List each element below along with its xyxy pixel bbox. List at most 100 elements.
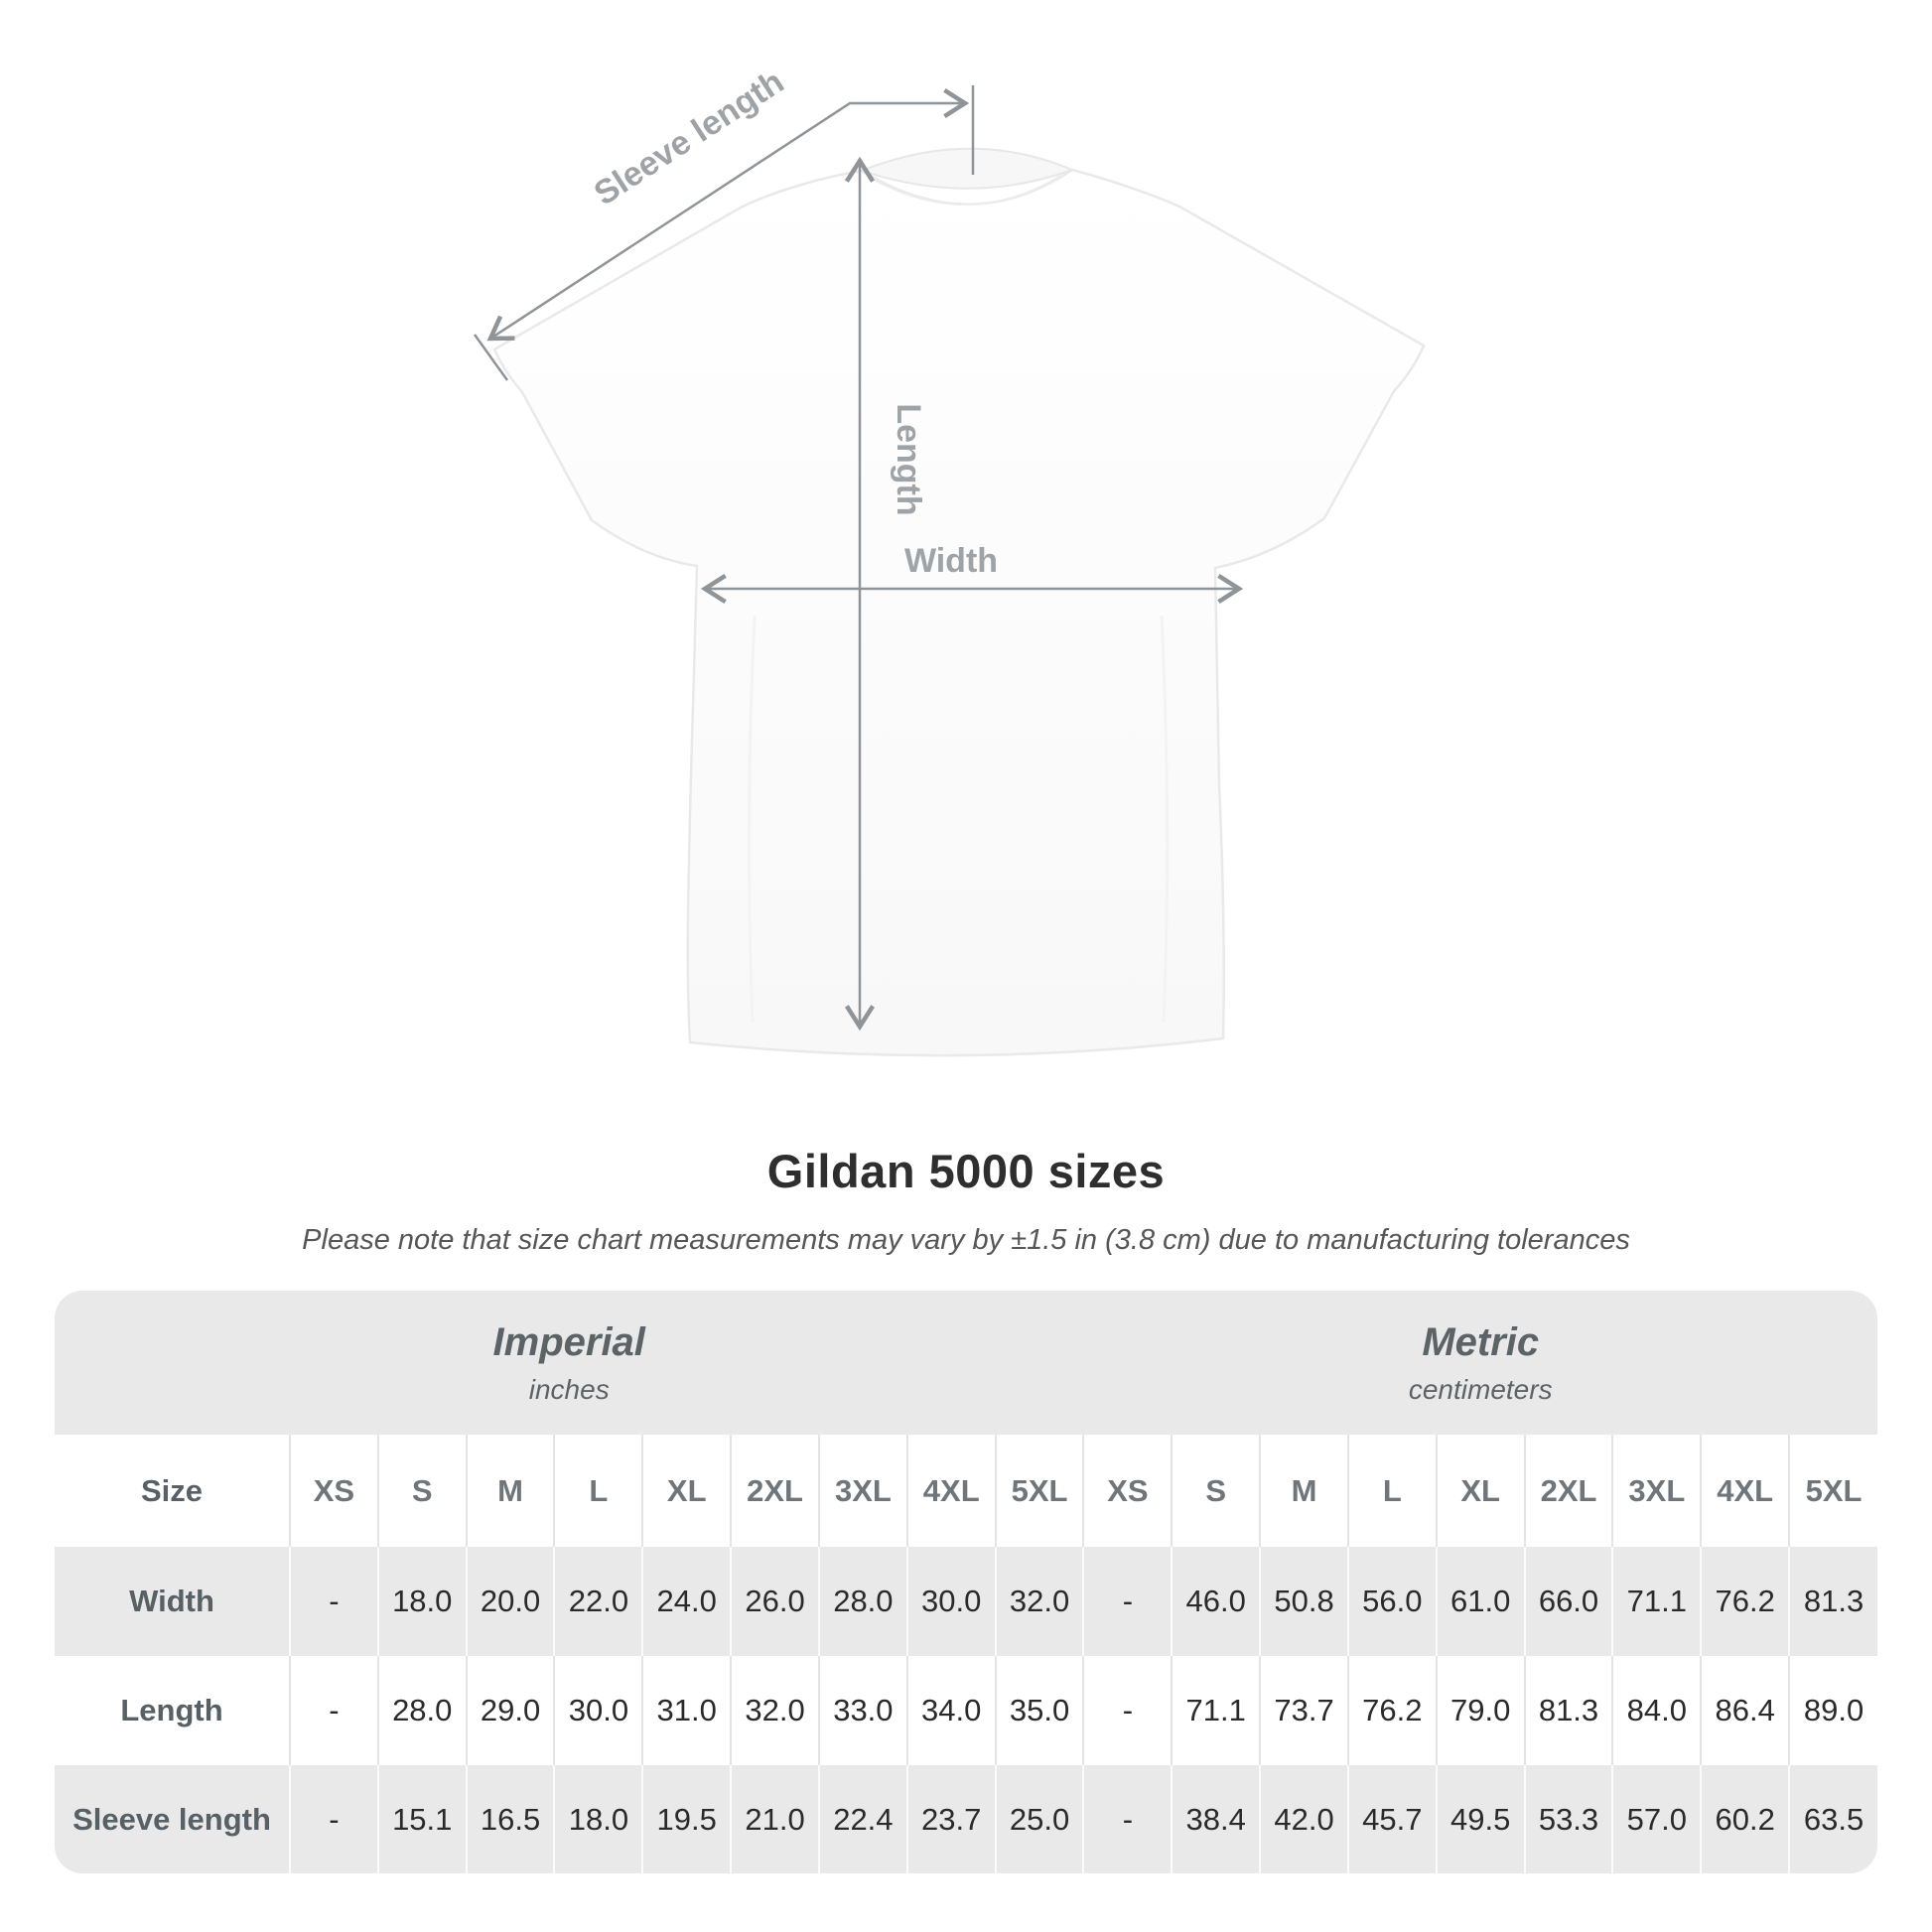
value-cell: 49.5 bbox=[1435, 1765, 1525, 1873]
size-col-header: 5XL bbox=[1788, 1435, 1877, 1547]
size-col-header: S bbox=[1171, 1435, 1261, 1547]
size-header-label: Size bbox=[140, 1472, 204, 1508]
value-cell: 25.0 bbox=[994, 1765, 1084, 1873]
value-cell: 32.0 bbox=[730, 1656, 819, 1765]
value-cell: 15.1 bbox=[376, 1765, 467, 1873]
size-col-header: 2XL bbox=[730, 1435, 819, 1547]
value-cell: 32.0 bbox=[994, 1547, 1084, 1656]
value-cell: - bbox=[289, 1656, 378, 1765]
length-annotation-label: Length bbox=[890, 403, 927, 515]
table-row-sleeve-length: Sleeve length - 15.1 16.5 18.0 19.5 21.0… bbox=[55, 1765, 1877, 1873]
value-cell: 46.0 bbox=[1171, 1547, 1261, 1656]
table-row-length: Length - 28.0 29.0 30.0 31.0 32.0 33.0 3… bbox=[55, 1656, 1877, 1765]
value-cell: 29.0 bbox=[465, 1656, 555, 1765]
value-cell: 35.0 bbox=[994, 1656, 1084, 1765]
imperial-group-header: Imperial inches bbox=[55, 1291, 1083, 1435]
size-col-header: XL bbox=[1435, 1435, 1525, 1547]
size-col-header: 4XL bbox=[905, 1435, 996, 1547]
value-cell: 45.7 bbox=[1346, 1765, 1437, 1873]
tshirt-image bbox=[492, 147, 1426, 1057]
sleeve-length-measure-line bbox=[486, 87, 970, 342]
page-title: Gildan 5000 sizes bbox=[766, 1145, 1166, 1197]
size-col-header: 3XL bbox=[817, 1435, 907, 1547]
size-col-header: M bbox=[465, 1435, 555, 1547]
value-cell: 84.0 bbox=[1611, 1656, 1702, 1765]
metric-group-header: Metric centimeters bbox=[1083, 1291, 1877, 1435]
value-cell: 31.0 bbox=[641, 1656, 732, 1765]
imperial-group-unit: inches bbox=[528, 1373, 610, 1405]
value-cell: - bbox=[289, 1765, 378, 1873]
tshirt-size-diagram: Sleeve length Length Width bbox=[473, 63, 1426, 1057]
value-cell: 24.0 bbox=[641, 1547, 732, 1656]
value-cell: 86.4 bbox=[1700, 1656, 1790, 1765]
size-header-row: Size XS S M L XL 2XL 3XL 4XL 5XL XS S M … bbox=[55, 1435, 1877, 1547]
size-table: Imperial inches Metric centimeters Size … bbox=[55, 1291, 1877, 1873]
value-cell: 28.0 bbox=[817, 1547, 907, 1656]
metric-group-unit: centimeters bbox=[1408, 1373, 1553, 1405]
size-col-header: 5XL bbox=[994, 1435, 1084, 1547]
value-cell: 22.4 bbox=[817, 1765, 907, 1873]
measurement-label: Sleeve length bbox=[72, 1801, 271, 1837]
size-col-header: L bbox=[1346, 1435, 1437, 1547]
size-table-grid: Imperial inches Metric centimeters Size … bbox=[55, 1291, 1877, 1873]
value-cell: 19.5 bbox=[641, 1765, 732, 1873]
value-cell: 61.0 bbox=[1435, 1547, 1525, 1656]
measurement-annotations bbox=[473, 85, 1244, 1032]
header-block: Gildan 5000 sizes Please note that size … bbox=[0, 1144, 1932, 1257]
value-cell: 66.0 bbox=[1523, 1547, 1613, 1656]
value-cell: 20.0 bbox=[465, 1547, 555, 1656]
size-col-header: L bbox=[553, 1435, 643, 1547]
value-cell: 26.0 bbox=[730, 1547, 819, 1656]
page-subtitle: Please note that size chart measurements… bbox=[302, 1224, 1630, 1256]
measurement-label: Width bbox=[129, 1584, 214, 1618]
value-cell: 81.3 bbox=[1788, 1547, 1877, 1656]
value-cell: 60.2 bbox=[1700, 1765, 1790, 1873]
table-row-width: Width - 18.0 20.0 22.0 24.0 26.0 28.0 30… bbox=[55, 1547, 1877, 1656]
value-cell: 30.0 bbox=[553, 1656, 643, 1765]
value-cell: 79.0 bbox=[1435, 1656, 1525, 1765]
value-cell: 71.1 bbox=[1171, 1656, 1261, 1765]
size-col-header: M bbox=[1259, 1435, 1348, 1547]
measurement-label: Length bbox=[120, 1693, 223, 1727]
value-cell: 33.0 bbox=[817, 1656, 907, 1765]
value-cell: 53.3 bbox=[1523, 1765, 1613, 1873]
value-cell: 30.0 bbox=[905, 1547, 996, 1656]
imperial-group-name: Imperial bbox=[492, 1319, 645, 1364]
sleeve-end-tick-line bbox=[473, 334, 509, 381]
value-cell: 18.0 bbox=[376, 1547, 467, 1656]
width-annotation-label: Width bbox=[904, 542, 998, 580]
value-cell: 56.0 bbox=[1346, 1547, 1437, 1656]
value-cell: 42.0 bbox=[1259, 1765, 1348, 1873]
size-col-header: XS bbox=[289, 1435, 378, 1547]
value-cell: 38.4 bbox=[1171, 1765, 1261, 1873]
metric-group-name: Metric bbox=[1422, 1319, 1540, 1364]
value-cell: 21.0 bbox=[730, 1765, 819, 1873]
value-cell: 63.5 bbox=[1788, 1765, 1877, 1873]
size-col-header: XL bbox=[641, 1435, 732, 1547]
value-cell: 76.2 bbox=[1700, 1547, 1790, 1656]
value-cell: 23.7 bbox=[905, 1765, 996, 1873]
value-cell: 16.5 bbox=[465, 1765, 555, 1873]
value-cell: 18.0 bbox=[553, 1765, 643, 1873]
value-cell: 57.0 bbox=[1611, 1765, 1702, 1873]
value-cell: 22.0 bbox=[553, 1547, 643, 1656]
value-cell: 28.0 bbox=[376, 1656, 467, 1765]
sleeve-length-annotation-label: Sleeve length bbox=[588, 63, 791, 212]
size-col-header: 3XL bbox=[1611, 1435, 1702, 1547]
value-cell: - bbox=[1082, 1547, 1173, 1656]
value-cell: - bbox=[1082, 1656, 1173, 1765]
value-cell: 76.2 bbox=[1346, 1656, 1437, 1765]
value-cell: 34.0 bbox=[905, 1656, 996, 1765]
value-cell: 89.0 bbox=[1788, 1656, 1877, 1765]
value-cell: - bbox=[1082, 1765, 1173, 1873]
value-cell: 73.7 bbox=[1259, 1656, 1348, 1765]
size-col-header: 4XL bbox=[1700, 1435, 1790, 1547]
size-col-header: 2XL bbox=[1523, 1435, 1613, 1547]
value-cell: - bbox=[289, 1547, 378, 1656]
size-col-header: XS bbox=[1082, 1435, 1173, 1547]
value-cell: 81.3 bbox=[1523, 1656, 1613, 1765]
value-cell: 71.1 bbox=[1611, 1547, 1702, 1656]
unit-group-header-row: Imperial inches Metric centimeters bbox=[55, 1291, 1877, 1435]
tshirt-diagram-svg: Sleeve length Length Width bbox=[473, 63, 1426, 1057]
size-col-header: S bbox=[376, 1435, 467, 1547]
